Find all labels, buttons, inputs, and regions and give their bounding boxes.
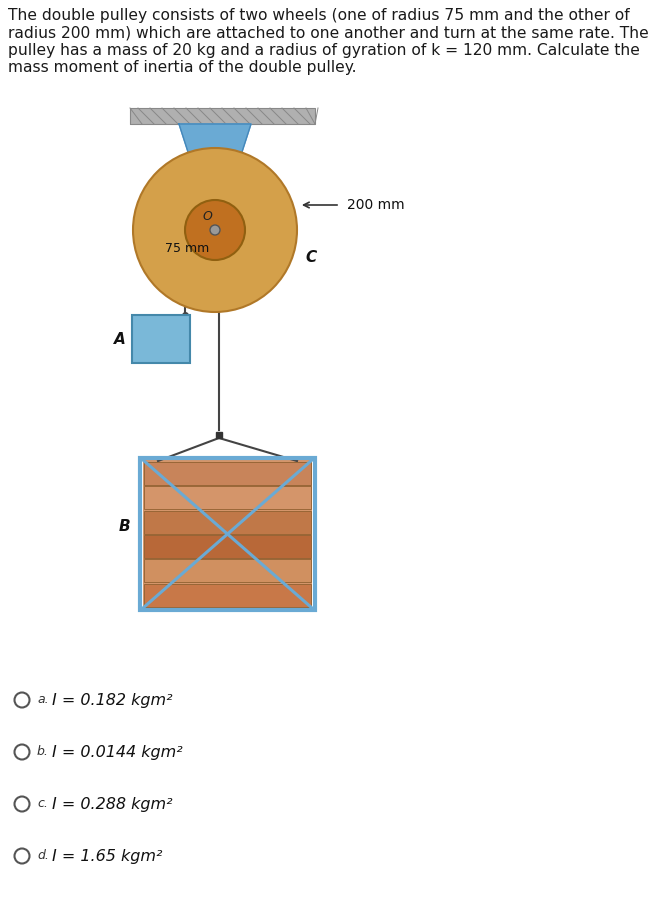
Text: A: A [115, 332, 126, 346]
Text: d.: d. [37, 849, 49, 862]
Bar [130, 108, 315, 124]
Circle shape [185, 200, 245, 260]
Circle shape [210, 225, 220, 235]
Text: 75 mm: 75 mm [165, 241, 209, 254]
Bar [144, 462, 311, 485]
Circle shape [15, 745, 29, 760]
Circle shape [15, 848, 29, 864]
Text: I = 0.288 kgm²: I = 0.288 kgm² [52, 796, 172, 811]
Bar [143, 458, 312, 610]
Text: B: B [119, 519, 130, 534]
Text: O: O [202, 210, 212, 223]
Circle shape [133, 148, 297, 312]
Bar [144, 511, 311, 533]
Text: I = 0.0144 kgm²: I = 0.0144 kgm² [52, 745, 183, 760]
Text: The double pulley consists of two wheels (one of radius 75 mm and the other of
r: The double pulley consists of two wheels… [8, 8, 649, 75]
Circle shape [15, 796, 29, 811]
Text: a.: a. [37, 693, 49, 706]
Bar [140, 458, 315, 610]
Text: C: C [305, 250, 316, 265]
Text: 200 mm: 200 mm [347, 198, 405, 212]
Text: b.: b. [37, 745, 49, 758]
Bar [144, 535, 311, 558]
Text: c.: c. [37, 797, 48, 810]
Bar [144, 559, 311, 582]
Bar [144, 584, 311, 606]
Circle shape [15, 692, 29, 708]
Text: I = 1.65 kgm²: I = 1.65 kgm² [52, 848, 162, 864]
Bar [132, 315, 190, 363]
Polygon shape [179, 124, 251, 186]
Bar [144, 486, 311, 509]
Text: I = 0.182 kgm²: I = 0.182 kgm² [52, 692, 172, 708]
